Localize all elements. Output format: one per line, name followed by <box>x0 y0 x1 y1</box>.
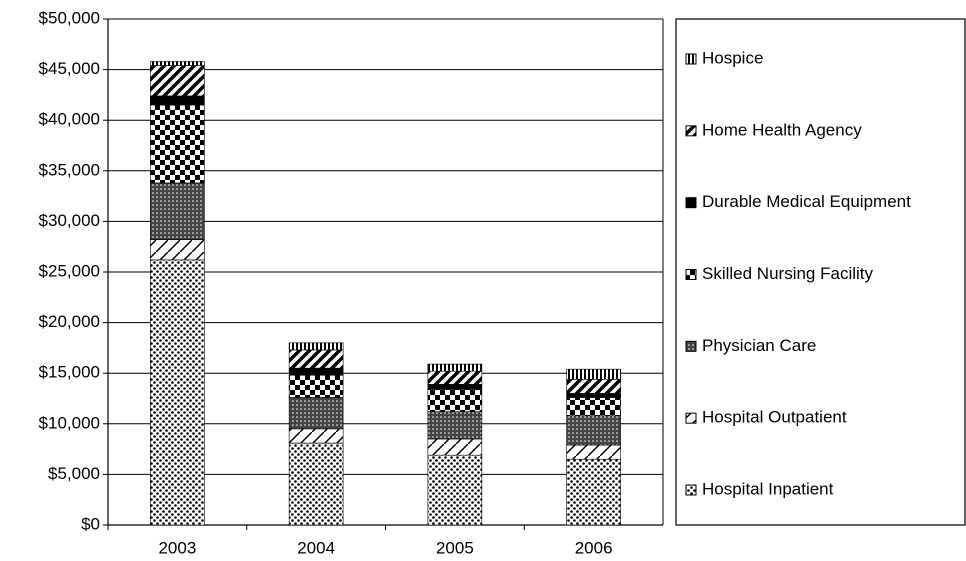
legend-label: Hospital Inpatient <box>702 479 834 498</box>
x-tick-label: 2004 <box>297 538 335 557</box>
bar-segment <box>566 458 621 526</box>
legend-box <box>675 18 966 526</box>
bar-segment <box>150 259 205 526</box>
bar-segment <box>566 393 621 398</box>
legend-swatch <box>685 53 697 65</box>
y-tick-label: $10,000 <box>39 413 100 432</box>
y-tick-label: $0 <box>81 514 100 533</box>
legend-label: Physician Care <box>702 336 816 355</box>
bar-segment <box>288 349 344 369</box>
bar-segment <box>566 415 621 446</box>
legend-label: Skilled Nursing Facility <box>702 264 873 283</box>
bar-segment <box>288 374 344 398</box>
y-tick-label: $50,000 <box>39 8 100 27</box>
bar-segment <box>566 397 621 417</box>
bar-segment <box>288 442 344 526</box>
bar-segment <box>150 104 205 184</box>
y-tick-label: $40,000 <box>39 110 100 129</box>
bar-segment <box>288 397 344 430</box>
bar-segment <box>427 363 483 372</box>
x-tick-label: 2006 <box>575 538 613 557</box>
y-tick-label: $35,000 <box>39 160 100 179</box>
legend-swatch <box>685 412 697 424</box>
bar-segment <box>566 378 621 394</box>
legend-label: Durable Medical Equipment <box>702 192 911 211</box>
bar-segment <box>288 342 344 351</box>
y-tick-label: $45,000 <box>39 59 100 78</box>
x-tick-label: 2003 <box>158 538 196 557</box>
x-tick-label: 2005 <box>436 538 474 557</box>
legend-swatch <box>685 197 697 209</box>
bar-segment <box>566 444 621 460</box>
legend-label: Hospice <box>702 48 763 67</box>
y-tick-label: $5,000 <box>48 464 100 483</box>
legend-swatch <box>685 484 697 496</box>
bar-segment <box>427 454 483 526</box>
legend-swatch <box>685 340 697 352</box>
legend-swatch <box>685 269 697 280</box>
bar-segment <box>566 368 621 380</box>
y-tick-label: $30,000 <box>39 211 100 230</box>
legend-label: Hospital Outpatient <box>702 408 847 427</box>
bar-segment <box>150 65 205 97</box>
y-tick-label: $20,000 <box>39 312 100 331</box>
bar-segment <box>427 384 483 390</box>
bar-segment <box>427 389 483 412</box>
bar-segment <box>150 182 205 240</box>
bar-segment <box>427 438 483 456</box>
bar-segment <box>427 411 483 440</box>
bar-segment <box>150 61 205 66</box>
bar-segment <box>150 239 205 261</box>
bar-segment <box>288 428 344 444</box>
bar-segment <box>427 370 483 385</box>
legend-label: Home Health Agency <box>702 120 862 139</box>
bar-segment <box>288 367 344 376</box>
y-tick-label: $25,000 <box>39 261 100 280</box>
bar-segment <box>150 95 205 106</box>
legend-swatch <box>685 125 697 137</box>
y-tick-label: $15,000 <box>39 363 100 382</box>
